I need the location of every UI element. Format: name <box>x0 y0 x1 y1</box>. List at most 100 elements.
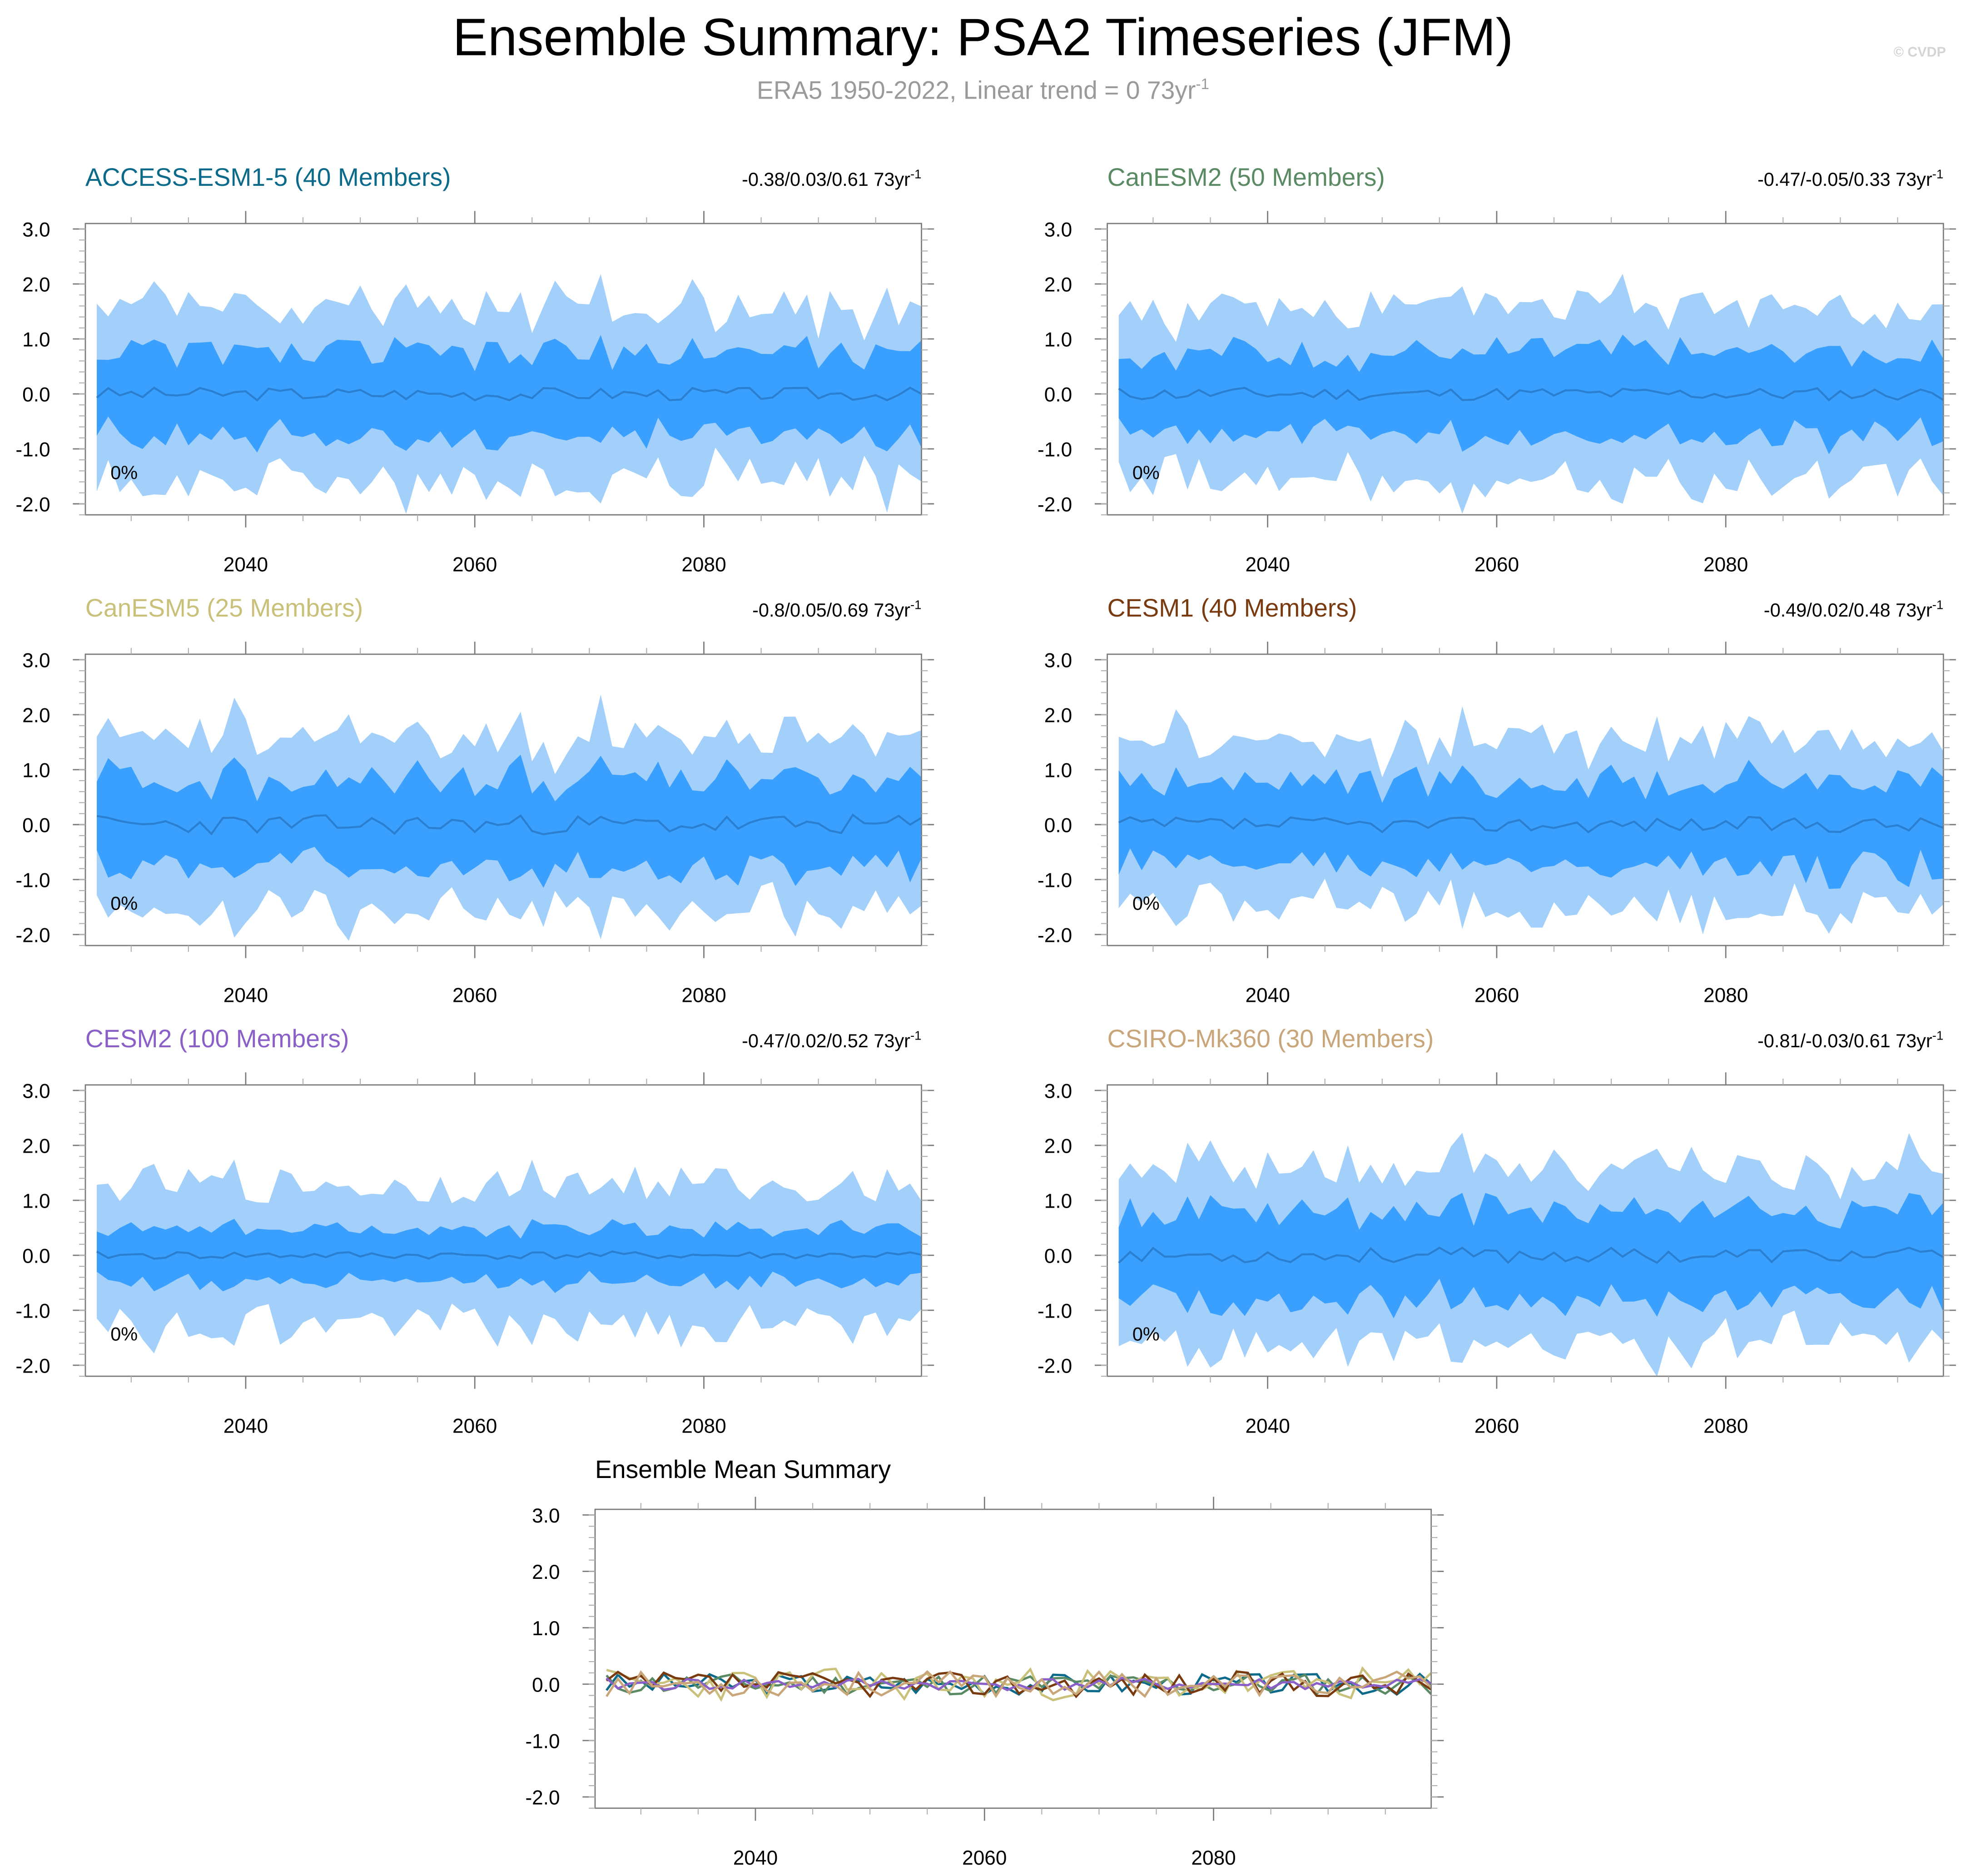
x-tick-label: 2060 <box>962 1847 1007 1869</box>
y-tick-label: -1.0 <box>525 1730 560 1752</box>
plot-frame <box>1107 1084 1944 1377</box>
band-inner <box>97 755 922 888</box>
plot-frame <box>84 223 922 516</box>
panel-ensmean: Ensemble Mean Summary -2.0 -1.0 0.0 1.0 2.0 3.… <box>525 1455 1444 1869</box>
y-tick-label: 2.0 <box>1044 1135 1072 1158</box>
x-tick-label: 2060 <box>1474 1415 1519 1437</box>
plot-frame <box>594 1508 1432 1809</box>
panel-canesm5: CanESM5 (25 Members) -0.8/0.05/0.69 73yr-… <box>15 594 934 1006</box>
x-tick-label: 2080 <box>1703 984 1748 1006</box>
panel-trend-cesm1: -0.49/0.02/0.48 73yr-1 <box>1764 597 1943 621</box>
y-tick-label: 2.0 <box>1044 705 1072 727</box>
panel-title-access: ACCESS-ESM1-5 (40 Members) <box>85 163 451 191</box>
trend-superscript: -1 <box>1932 1028 1944 1042</box>
y-tick-label: 1.0 <box>1044 329 1072 351</box>
panel-title-cesm2: CESM2 (100 Members) <box>85 1025 349 1053</box>
y-tick-label: 3.0 <box>1044 219 1072 241</box>
panel-title-ensmean: Ensemble Mean Summary <box>595 1455 891 1483</box>
x-tick-label: 2040 <box>1245 553 1290 576</box>
panel-trend-csiro: -0.81/-0.03/0.61 73yr-1 <box>1757 1028 1943 1051</box>
cvdp-credit: © CVDP <box>1893 45 1946 60</box>
x-tick-label: 2060 <box>1474 984 1519 1006</box>
ensemble-mean-line <box>96 813 922 836</box>
panel-trend-access: -0.38/0.03/0.61 73yr-1 <box>742 167 921 190</box>
y-tick-label: -1.0 <box>1038 1300 1072 1322</box>
y-tick-label: -2.0 <box>525 1787 560 1809</box>
x-tick-label: 2080 <box>1703 553 1748 576</box>
x-tick-label: 2040 <box>733 1847 778 1869</box>
y-tick-label: 3.0 <box>22 219 50 241</box>
y-tick-label: -2.0 <box>15 494 50 516</box>
x-tick-label: 2080 <box>681 1415 726 1437</box>
x-tick-label: 2040 <box>223 553 268 576</box>
y-tick-label: -1.0 <box>15 439 50 461</box>
trend-text: -0.47/-0.05/0.33 73yr <box>1757 169 1932 190</box>
trend-superscript: -1 <box>1932 167 1944 181</box>
panel-access: ACCESS-ESM1-5 (40 Members) -0.38/0.03/0.6… <box>15 163 934 576</box>
y-tick-label: 0.0 <box>1044 815 1072 837</box>
panel-title-cesm1: CESM1 (40 Members) <box>1107 594 1357 622</box>
panel-cesm1: CESM1 (40 Members) -0.49/0.02/0.48 73yr-1… <box>1038 594 1956 1006</box>
x-tick-label: 2060 <box>452 1415 497 1437</box>
x-tick-label: 2040 <box>1245 1415 1290 1437</box>
band-inner <box>1118 1193 1944 1319</box>
y-tick-label: 2.0 <box>22 705 50 727</box>
pct-label: 0% <box>1132 462 1160 483</box>
y-tick-label: -1.0 <box>1038 439 1072 461</box>
trend-text: -0.47/0.02/0.52 73yr <box>742 1030 910 1051</box>
trend-text: -0.49/0.02/0.48 73yr <box>1764 599 1932 621</box>
series-csiro-mk360 <box>606 1670 1432 1698</box>
x-tick-label: 2060 <box>1474 553 1519 576</box>
y-tick-label: 1.0 <box>22 760 50 782</box>
pct-label: 0% <box>110 1323 138 1344</box>
y-tick-label: 2.0 <box>22 1135 50 1158</box>
x-tick-label: 2060 <box>452 984 497 1006</box>
figure-subtitle: ERA5 1950-2022, Linear trend = 0 73yr-1 <box>0 75 1966 106</box>
y-tick-label: -1.0 <box>15 1300 50 1322</box>
plot-frame <box>1107 653 1944 946</box>
y-tick-label: 1.0 <box>22 329 50 351</box>
panel-csiro: CSIRO-Mk360 (30 Members) -0.81/-0.03/0.61… <box>1038 1025 1956 1437</box>
trend-superscript: -1 <box>910 1028 922 1042</box>
y-tick-label: 2.0 <box>1044 274 1072 296</box>
y-tick-label: 3.0 <box>22 1080 50 1103</box>
panel-title-canesm5: CanESM5 (25 Members) <box>85 594 363 622</box>
trend-superscript: -1 <box>910 167 922 181</box>
subtitle-superscript: -1 <box>1196 75 1209 93</box>
y-tick-label: 0.0 <box>1044 384 1072 406</box>
y-tick-label: 3.0 <box>1044 1080 1072 1103</box>
x-tick-label: 2040 <box>223 1415 268 1437</box>
panel-trend-canesm5: -0.8/0.05/0.69 73yr-1 <box>752 597 921 621</box>
x-tick-label: 2080 <box>1703 1415 1748 1437</box>
ensemble-mean-line <box>96 1250 922 1260</box>
panel-title-csiro: CSIRO-Mk360 (30 Members) <box>1107 1025 1434 1053</box>
figure-title: Ensemble Summary: PSA2 Timeseries (JFM) <box>452 7 1514 67</box>
pct-label: 0% <box>1132 1323 1160 1344</box>
plot-frame <box>84 653 922 946</box>
plot-frame <box>84 1084 922 1377</box>
y-tick-label: 0.0 <box>22 384 50 406</box>
trend-text: -0.81/-0.03/0.61 73yr <box>1757 1030 1932 1051</box>
y-tick-label: 3.0 <box>532 1505 560 1527</box>
x-tick-label: 2080 <box>681 984 726 1006</box>
ensemble-mean-line <box>1118 1246 1944 1264</box>
band-inner <box>1118 334 1944 454</box>
pct-label: 0% <box>110 892 138 914</box>
y-tick-label: -2.0 <box>1038 1355 1072 1377</box>
ensemble-mean-line <box>96 386 922 402</box>
y-tick-label: 2.0 <box>22 274 50 296</box>
y-tick-label: 2.0 <box>532 1561 560 1583</box>
panel-cesm2: CESM2 (100 Members) -0.47/0.02/0.52 73yr-… <box>15 1025 934 1437</box>
y-tick-label: 3.0 <box>22 650 50 672</box>
y-tick-label: 3.0 <box>1044 650 1072 672</box>
pct-label: 0% <box>110 462 138 483</box>
x-tick-label: 2040 <box>223 984 268 1006</box>
y-tick-label: 1.0 <box>532 1617 560 1640</box>
trend-superscript: -1 <box>1932 597 1944 612</box>
y-tick-label: 0.0 <box>1044 1245 1072 1267</box>
panel-trend-canesm2: -0.47/-0.05/0.33 73yr-1 <box>1757 167 1943 190</box>
x-tick-label: 2060 <box>452 553 497 576</box>
panel-trend-cesm2: -0.47/0.02/0.52 73yr-1 <box>742 1028 921 1051</box>
panel-title-canesm2: CanESM2 (50 Members) <box>1107 163 1385 191</box>
